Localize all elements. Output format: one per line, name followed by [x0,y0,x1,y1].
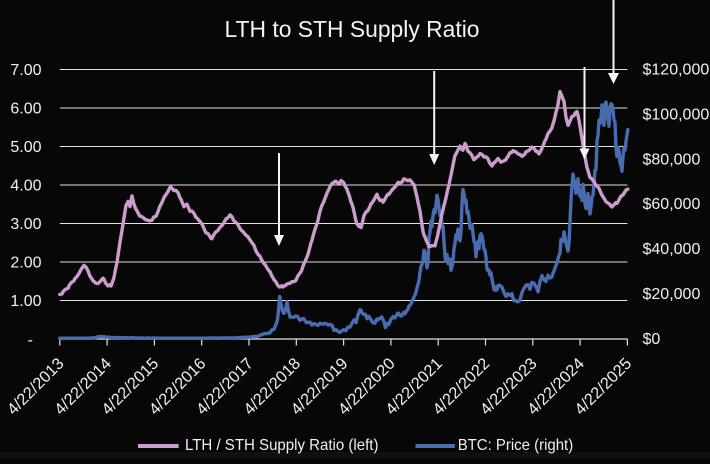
svg-text:6.00: 6.00 [10,101,41,118]
svg-text:$20,000: $20,000 [643,286,701,303]
svg-text:$120,000: $120,000 [643,62,710,79]
svg-text:LTH / STH Supply Ratio (left): LTH / STH Supply Ratio (left) [185,437,379,454]
svg-text:LTH to STH Supply Ratio: LTH to STH Supply Ratio [225,16,480,42]
svg-text:$80,000: $80,000 [643,151,701,168]
svg-text:2.00: 2.00 [10,255,41,272]
svg-text:$100,000: $100,000 [643,106,710,123]
svg-text:$40,000: $40,000 [643,241,701,258]
svg-text:7.00: 7.00 [10,62,41,79]
svg-text:$0: $0 [643,331,661,348]
svg-text:-: - [28,332,33,349]
svg-text:4.00: 4.00 [10,178,41,195]
svg-text:BTC: Price (right): BTC: Price (right) [458,437,574,454]
svg-text:5.00: 5.00 [10,139,41,156]
svg-text:3.00: 3.00 [10,216,41,233]
svg-text:1.00: 1.00 [10,293,41,310]
svg-text:$60,000: $60,000 [643,196,701,213]
